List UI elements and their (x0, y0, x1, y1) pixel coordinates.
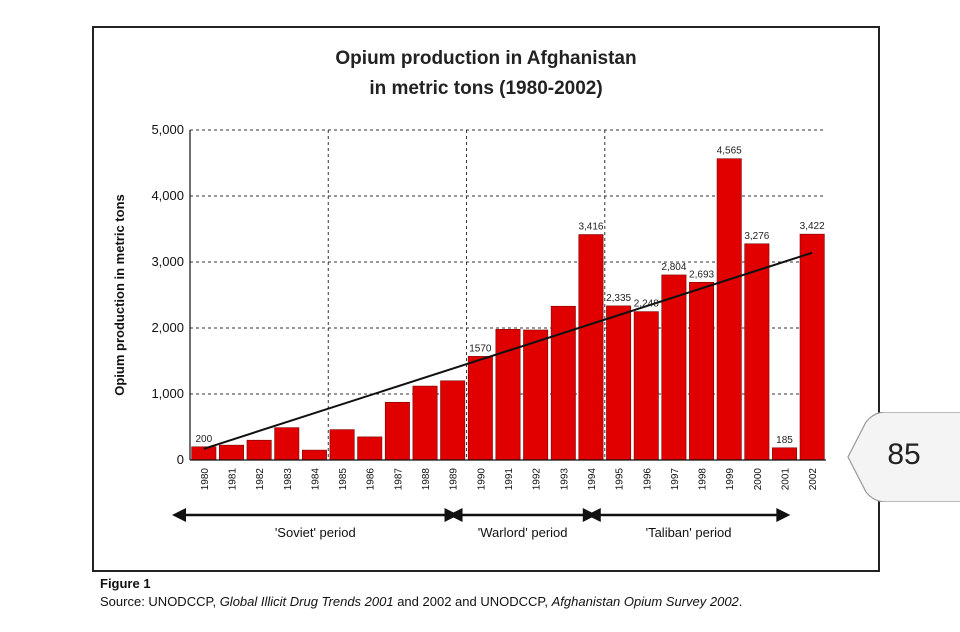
bar-1982 (246, 439, 272, 461)
bar-1983 (274, 427, 300, 461)
data-label: 2,335 (606, 293, 631, 304)
bar-1986 (357, 436, 383, 461)
x-tick-label: 1995 (615, 468, 626, 491)
data-label: 3,276 (744, 231, 769, 242)
data-label: 200 (195, 434, 212, 445)
x-tick-label: 2000 (753, 468, 764, 491)
data-label: 3,416 (578, 222, 603, 233)
x-tick-label: 2002 (808, 468, 819, 491)
bar-1994 (578, 234, 604, 461)
y-tick-label: 2,000 (151, 320, 184, 335)
arrow-left-icon (448, 508, 463, 522)
bar-2000 (744, 243, 770, 461)
x-tick-label: 1980 (200, 468, 211, 491)
data-label: 1570 (469, 343, 492, 354)
x-tick-label: 1998 (698, 468, 709, 491)
period-label: 'Soviet' period (275, 525, 356, 540)
x-tick-label: 1999 (725, 468, 736, 491)
bar-1999 (716, 158, 742, 461)
bar-1985 (329, 429, 355, 461)
x-tick-label: 1992 (532, 468, 543, 491)
bar-1997 (661, 274, 687, 461)
page-tab (847, 412, 960, 502)
x-tick-label: 1997 (670, 468, 681, 491)
data-label: 2,804 (661, 262, 686, 273)
bar-1988 (412, 385, 438, 461)
source-middle: and 2002 and UNODCCP, (393, 594, 552, 609)
x-tick-label: 1985 (338, 468, 349, 491)
y-tick-label: 1,000 (151, 386, 184, 401)
x-tick-label: 1983 (283, 468, 294, 491)
y-tick-label: 0 (177, 452, 184, 467)
y-tick-label: 5,000 (151, 122, 184, 137)
page-number: 85 (887, 438, 921, 471)
source-title-2: Afghanistan Opium Survey 2002 (551, 594, 739, 609)
trend-line (203, 251, 813, 450)
bar-1995 (606, 305, 632, 461)
source-title-1: Global Illicit Drug Trends 2001 (219, 594, 394, 609)
x-tick-label: 1991 (504, 468, 515, 491)
x-tick-label: 1996 (642, 468, 653, 491)
x-tick-label: 1986 (366, 468, 377, 491)
x-tick-label: 1981 (227, 468, 238, 491)
bar-2002 (799, 233, 825, 461)
x-tick-label: 1993 (559, 468, 570, 491)
arrow-left-icon (586, 508, 601, 522)
data-label: 4,565 (717, 146, 742, 157)
source-citation: Source: UNODCCP, Global Illicit Drug Tre… (100, 594, 742, 609)
x-tick-label: 1984 (310, 468, 321, 491)
data-label: 185 (776, 435, 793, 446)
bar-1989 (440, 380, 466, 461)
period-label: 'Taliban' period (646, 525, 732, 540)
data-label: 2,693 (689, 269, 714, 280)
y-tick-label: 4,000 (151, 188, 184, 203)
figure-label: Figure 1 (100, 576, 151, 591)
x-tick-label: 1990 (476, 468, 487, 491)
bar-1987 (384, 401, 410, 461)
y-axis-title: Opium production in metric tons (112, 194, 127, 396)
x-tick-label: 1989 (449, 468, 460, 491)
arrow-right-icon (776, 508, 791, 522)
chart-title: Opium production in Afghanistan (335, 48, 637, 69)
x-tick-label: 1988 (421, 468, 432, 491)
bar-1990 (467, 356, 493, 461)
chart-subtitle: in metric tons (1980-2002) (369, 78, 603, 99)
source-suffix: . (738, 594, 743, 609)
period-label: 'Warlord' period (478, 525, 568, 540)
bar-1992 (523, 329, 549, 461)
data-label: 3,422 (800, 221, 825, 232)
x-tick-label: 1982 (255, 468, 266, 491)
x-tick-label: 1987 (393, 468, 404, 491)
y-tick-label: 3,000 (151, 254, 184, 269)
source-prefix: Source: UNODCCP, (100, 594, 220, 609)
bar-2001 (772, 447, 797, 461)
data-label: 2,248 (634, 299, 659, 310)
bar-1998 (689, 281, 715, 461)
bar-1996 (633, 311, 659, 461)
x-tick-label: 2001 (781, 468, 792, 491)
bar-1981 (219, 444, 244, 461)
arrow-left-icon (172, 508, 186, 522)
x-tick-label: 1994 (587, 468, 598, 491)
bar-1984 (301, 449, 327, 461)
